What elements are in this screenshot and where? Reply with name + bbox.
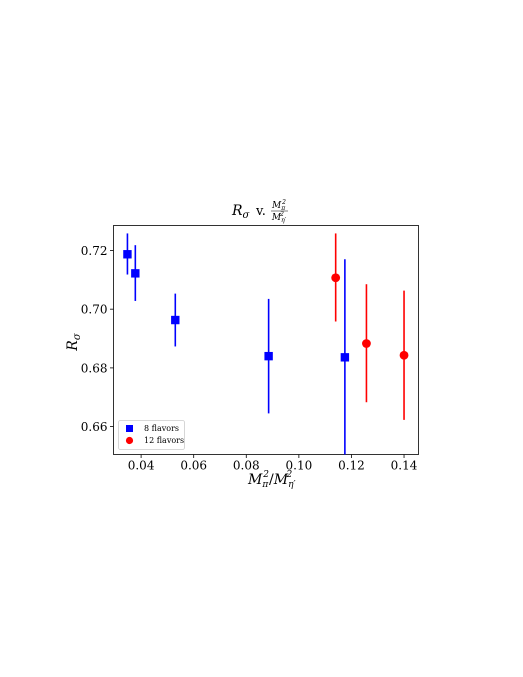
- x-axis: 0.04 0.06 0.08 0.10 0.12 0.14: [128, 454, 418, 473]
- x-axis-label: Mπ2/Mη′2: [247, 470, 296, 490]
- y-tick-label: 0.66: [81, 420, 108, 434]
- data-point-square: [340, 353, 350, 362]
- data-point-square: [123, 250, 132, 259]
- data-point-circle: [331, 273, 341, 283]
- xlabel-a: M: [247, 472, 263, 488]
- data-point-square: [171, 315, 180, 325]
- xlabel-a-sup: 2: [262, 470, 269, 480]
- title-numerator: M: [271, 201, 282, 211]
- x-tick-label: 0.04: [128, 459, 155, 473]
- xlabel-b-sub: η′: [288, 480, 295, 490]
- data-point-circle: [362, 339, 371, 348]
- title-lhs-sub: σ: [243, 210, 251, 221]
- legend-marker-12-flavors: [125, 436, 134, 445]
- legend-label-12-flavors: 12 flavors: [144, 436, 184, 445]
- legend-label-8-flavors: 8 flavors: [144, 424, 179, 433]
- svg-text:Mη′2: Mη′2: [271, 211, 287, 224]
- svg-text:Rσ: Rσ: [65, 332, 83, 352]
- xlabel-slash: /: [269, 472, 274, 488]
- legend-box: [118, 420, 185, 450]
- xlabel-b: M: [273, 472, 289, 488]
- ylabel-sub: σ: [72, 332, 83, 340]
- y-tick-label: 0.72: [81, 244, 108, 258]
- data-markers: [123, 250, 409, 362]
- title-connector: v.: [255, 204, 266, 219]
- legend: 8 flavors 12 flavors: [118, 420, 185, 450]
- svg-text:Mπ2: Mπ2: [271, 199, 286, 212]
- y-tick-label: 0.70: [81, 303, 108, 317]
- data-point-circle: [399, 350, 409, 360]
- x-tick-label: 0.10: [286, 459, 313, 473]
- data-point-square: [264, 351, 273, 361]
- title-numerator-sub: π: [280, 205, 286, 212]
- xlabel-a-sub: π: [261, 480, 269, 490]
- xlabel-b-sup: 2: [286, 470, 293, 480]
- svg-text:Mπ2/Mη′2: Mπ2/Mη′2: [247, 470, 296, 490]
- y-axis: 0.66 0.68 0.70 0.72: [81, 244, 114, 434]
- svg-text:Rσ: Rσ: [231, 203, 251, 221]
- data-point-square: [131, 269, 140, 278]
- x-tick-label: 0.14: [391, 459, 418, 473]
- title-denominator: M: [271, 213, 282, 223]
- chart-title: Rσ v. Mπ2 Mη′2: [231, 199, 288, 224]
- plot-area: [113, 225, 419, 455]
- title-denominator-sub: η′: [281, 217, 287, 224]
- y-axis-label: Rσ: [65, 332, 83, 352]
- title-numerator-sup: 2: [281, 199, 286, 206]
- legend-marker-8-flavors: [126, 425, 133, 432]
- x-tick-label: 0.06: [180, 459, 207, 473]
- y-tick-label: 0.68: [81, 361, 108, 375]
- title-lhs: R: [231, 203, 243, 219]
- ylabel-base: R: [65, 340, 81, 352]
- x-tick-label: 0.08: [233, 459, 260, 473]
- title-denominator-sup: 2: [279, 211, 284, 218]
- x-tick-label: 0.12: [338, 459, 365, 473]
